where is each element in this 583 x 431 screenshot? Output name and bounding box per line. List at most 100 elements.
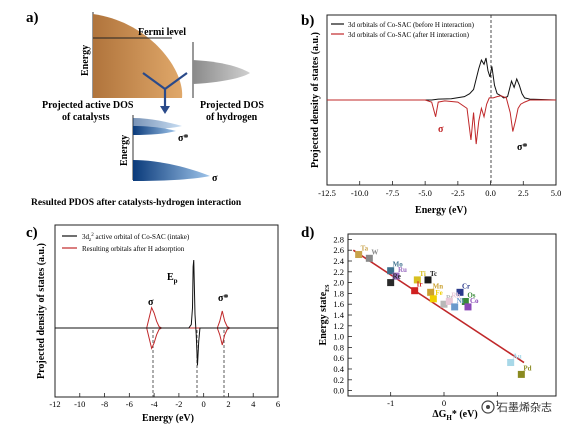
x-tick-label-b: 5.0: [551, 188, 562, 198]
catalyst-dos-shape: [93, 14, 183, 98]
legend-b-text-2: 3d orbitals of Co-SAC (after H interacti…: [348, 31, 470, 39]
scatter-point-ir: [411, 287, 419, 295]
y-tick-label-d: 1.8: [333, 288, 344, 298]
scatter-label-au: Au: [513, 353, 522, 361]
scatter-label-ti: Ti: [419, 270, 426, 278]
y-tick-label-d: 0.8: [333, 342, 344, 352]
series-c-intake: [55, 259, 278, 366]
y-tick-label-d: 2.8: [333, 234, 344, 244]
scatter-point-ru: [392, 272, 400, 280]
watermark-icon-dot: [486, 405, 490, 409]
series-c-after-mirror: [55, 327, 278, 350]
sigma-star-label-c: σ*: [218, 293, 228, 304]
x-tick-label-c: 6: [276, 399, 280, 409]
x-tick-label-c: -8: [101, 399, 108, 409]
x-axis-label-d: ΔGH* (eV): [432, 409, 477, 422]
scatter-point-ta: [355, 251, 363, 259]
x-tick-label-c: -10: [74, 399, 85, 409]
legend-c-text-2: Resulting orbitals after H adsorption: [82, 245, 185, 253]
y-axis-label-b: Projected density of states (a.u.): [310, 32, 321, 168]
x-tick-label-b: 0.0: [485, 188, 496, 198]
scatter-point-co: [464, 303, 472, 311]
watermark-text: 石墨烯杂志: [497, 401, 552, 414]
watermark: 石墨烯杂志: [481, 400, 552, 414]
scatter-label-re: Re: [393, 273, 401, 281]
scatter-point-mn: [427, 288, 435, 296]
x-tick-label-b: -7.5: [386, 188, 399, 198]
scatter-label-pd: Pd: [523, 364, 531, 372]
sigma-star-band-inner: [133, 126, 176, 135]
watermark-icon: [481, 400, 495, 414]
panel-b: b) 3d orbitals of Co-SAC (before H inter…: [301, 13, 561, 216]
x-ticks-b: -12.5 -10.0 -7.5 -5.0 -2.5 0.0 2.5 5.0: [318, 181, 561, 198]
fermi-level-label: Fermi level: [138, 27, 186, 38]
scatter-point-pd: [517, 370, 525, 378]
x-tick-label-c: -6: [126, 399, 133, 409]
series-b-after: [327, 95, 556, 145]
catalyst-dos-label-line2: of catalysts: [62, 112, 110, 123]
y-tick-label-d: 0.2: [333, 375, 344, 385]
scatter-label-co: Co: [470, 297, 479, 305]
panel-a: a) Fermi level Energy Projected active D…: [26, 10, 264, 208]
panel-c-label: c): [26, 225, 38, 241]
x-tick-label-b: -2.5: [451, 188, 464, 198]
y-tick-label-d: 2.6: [333, 245, 344, 255]
x-tick-label-d: 0: [442, 398, 446, 408]
y-tick-label-d: 0.6: [333, 353, 344, 363]
scatter-label-ni: Ni: [457, 297, 464, 305]
panel-a-label: a): [26, 10, 39, 26]
panel-c: c) 3dz2 active orbital of Co-SAC (intake…: [26, 224, 280, 424]
y-tick-label-d: 2.0: [333, 278, 344, 288]
panel-d-label: d): [301, 225, 314, 241]
legend-b-text-1: 3d orbitals of Co-SAC (before H interact…: [348, 21, 475, 29]
y-tick-label-d: 1.6: [333, 299, 344, 309]
merge-arrow-head: [160, 106, 170, 114]
ep-label: Ep: [167, 272, 178, 285]
y-ticks-d: 0.00.20.40.60.81.01.21.41.61.82.02.22.42…: [333, 234, 352, 396]
scatter-point-fe: [429, 295, 437, 303]
sigma-label-c: σ: [148, 297, 154, 308]
series-c-after: [55, 306, 278, 329]
series-b-before: [327, 57, 557, 101]
x-tick-label-b: -12.5: [318, 188, 336, 198]
x-axis-label-c: Energy (eV): [142, 413, 194, 424]
scatter-label-fe: Fe: [435, 289, 442, 297]
scatter-label-cr: Cr: [462, 282, 470, 290]
x-tick-label-b: -10.0: [351, 188, 369, 198]
x-ticks-c: -12 -10 -8 -6 -4 -2 0 2 4 6: [49, 393, 280, 409]
scatter-label-w: W: [371, 248, 378, 256]
catalyst-dos-label-line1: Projected active DOS: [42, 100, 134, 111]
hydrogen-dos-label-line1: Projected DOS: [200, 100, 264, 111]
merge-arrow-left: [142, 72, 166, 90]
x-tick-label-c: -2: [175, 399, 182, 409]
x-tick-label-c: 2: [226, 399, 230, 409]
scatter-label-os: Os: [467, 292, 475, 300]
sigma-star-label-a: σ*: [178, 133, 188, 144]
y-axis-label-d: Energy stateES: [318, 284, 331, 346]
x-tick-label-c: -4: [151, 399, 159, 409]
x-tick-label-b: 2.5: [518, 188, 529, 198]
x-axis-label-b: Energy (eV): [415, 205, 467, 216]
scatter-point-w: [365, 254, 373, 262]
panel-b-label: b): [301, 13, 314, 29]
y-axis-label-c: Projected density of states (a.u.): [36, 243, 47, 379]
x-tick-label-c: -12: [49, 399, 60, 409]
scatter-label-rh: Rh: [451, 292, 460, 300]
scatter-point-mo: [387, 267, 395, 275]
scatter-label-mn: Mn: [433, 282, 444, 290]
merge-arrow-right: [164, 72, 188, 90]
scatter-label-tc: Tc: [430, 270, 437, 278]
scatter-label-ta: Ta: [361, 245, 369, 253]
legend-c-text-1: 3dz2 active orbital of Co-SAC (intake): [82, 233, 190, 243]
y-tick-label-d: 1.2: [333, 321, 344, 331]
sigma-star-label-b: σ*: [517, 142, 527, 153]
scatter-point-cr: [456, 288, 464, 296]
scatter-label-mo: Mo: [393, 261, 404, 269]
scatter-point-au: [507, 359, 515, 367]
scatter-point-tc: [424, 276, 432, 284]
sigma-band: [133, 160, 210, 181]
x-tick-label-c: 4: [251, 399, 256, 409]
x-ticks-d: -1 0 1: [387, 392, 499, 408]
sigma-label-b: σ: [438, 124, 444, 135]
